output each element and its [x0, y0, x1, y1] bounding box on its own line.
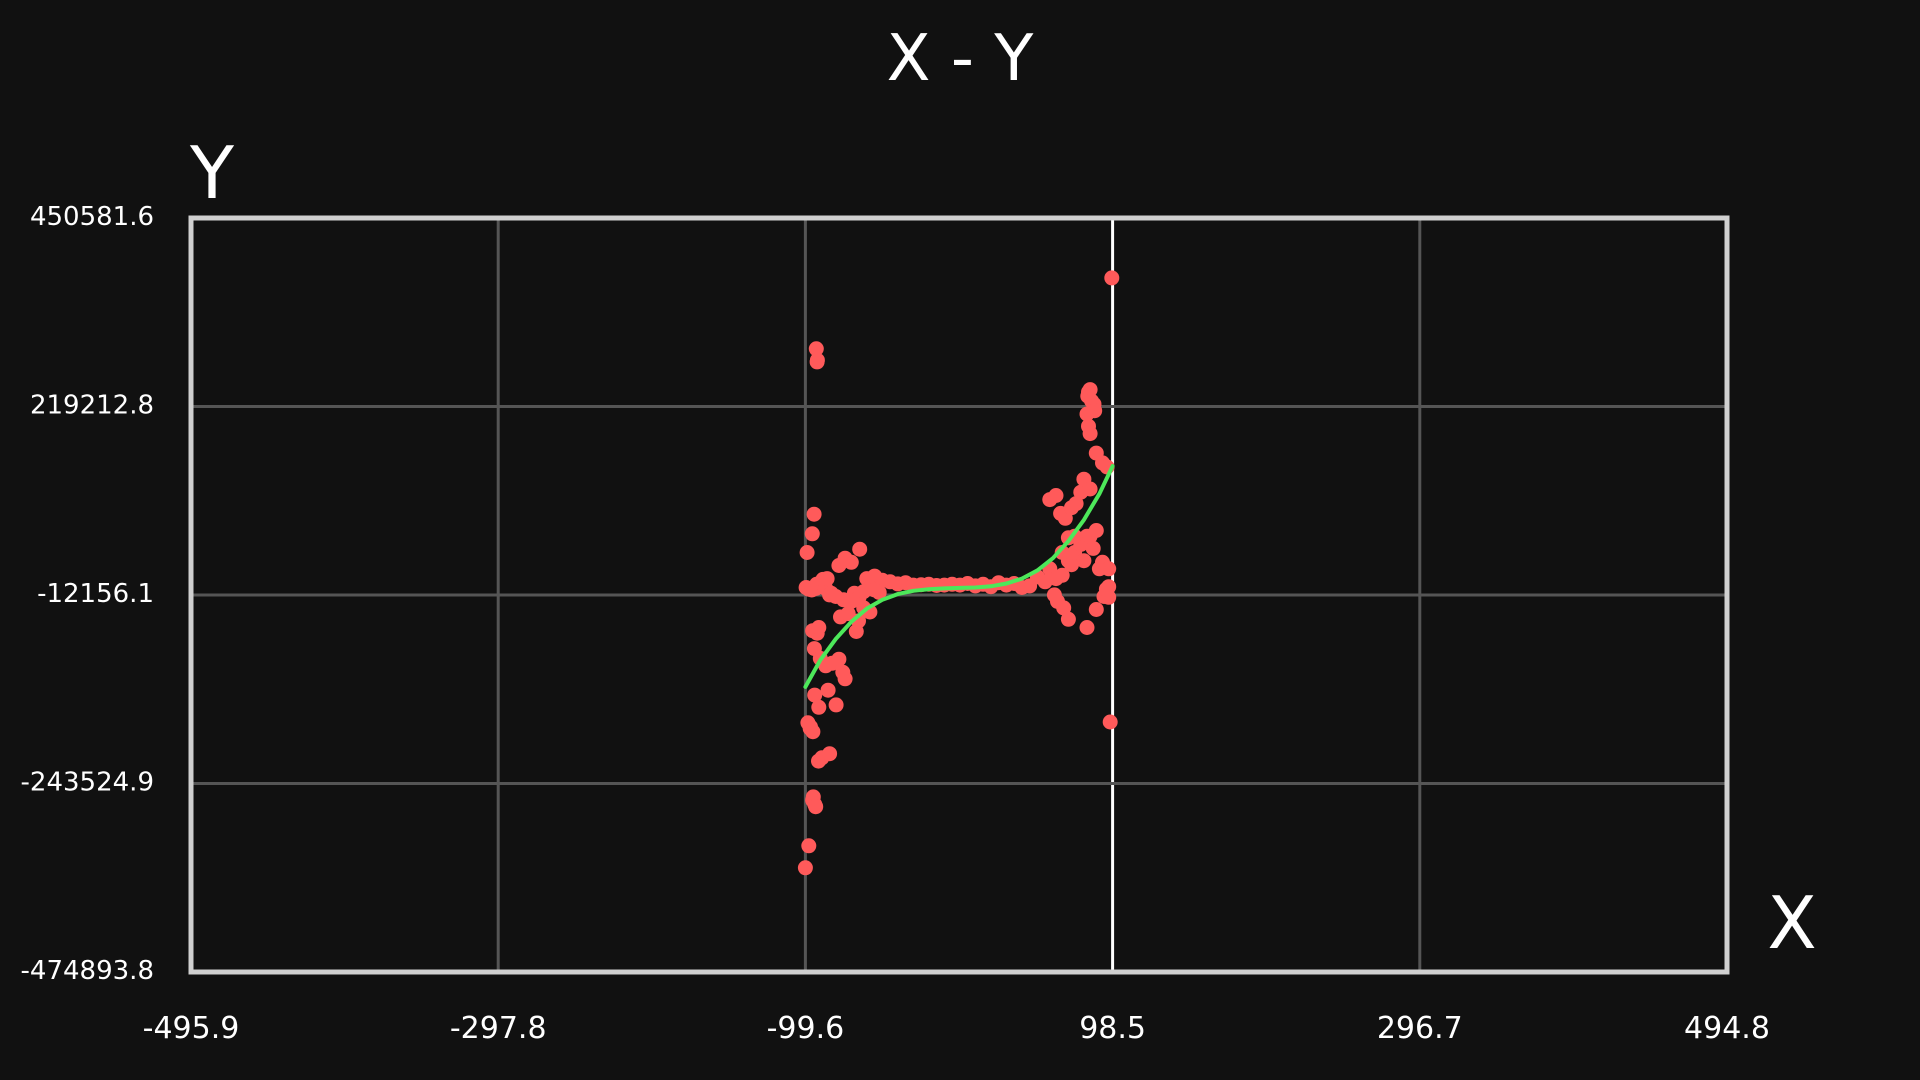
x-tick-label: 98.5 [1079, 1011, 1146, 1046]
data-point [1082, 382, 1098, 398]
y-tick-labels: 450581.6 219212.8 -12156.1 -243524.9 -474893… [21, 202, 154, 986]
data-point [1082, 481, 1098, 497]
data-point [1048, 488, 1064, 503]
fit-curve [803, 464, 1115, 689]
data-point [1104, 270, 1120, 286]
x-tick-label: 296.7 [1377, 1011, 1463, 1046]
x-tick-label: 494.8 [1684, 1011, 1770, 1046]
data-point [797, 860, 813, 876]
data-point [1054, 567, 1070, 583]
chart-title: X - Y [887, 22, 1035, 96]
y-tick-label: -474893.8 [21, 956, 154, 986]
data-point [803, 719, 818, 735]
data-point [831, 651, 847, 667]
y-tick-label: 219212.8 [30, 391, 154, 421]
x-tick-label: -495.9 [143, 1011, 240, 1046]
data-point [1060, 611, 1076, 627]
data-point [1088, 523, 1104, 538]
x-axis-label: X [1767, 881, 1816, 965]
plot-frame [188, 215, 1730, 975]
data-point [819, 571, 835, 587]
data-point [799, 545, 815, 560]
data-point [811, 699, 827, 715]
data-point [1068, 496, 1084, 512]
data-point [843, 554, 859, 570]
data-point [837, 671, 853, 687]
x-tick-label: -99.6 [767, 1011, 845, 1046]
data-point [820, 682, 836, 698]
y-axis-label: Y [189, 131, 235, 215]
data-point [807, 687, 823, 703]
y-tick-label: -12156.1 [37, 579, 154, 609]
data-point [808, 341, 824, 357]
data-point [1064, 557, 1079, 573]
data-point [871, 584, 887, 600]
data-point [852, 541, 868, 557]
data-point [1101, 589, 1117, 605]
data-point [1087, 403, 1103, 419]
y-tick-label: -243524.9 [21, 768, 154, 798]
data-point [1088, 602, 1104, 617]
data-point [1102, 714, 1118, 730]
x-tick-labels: -495.9 -297.8 -99.6 98.5 296.7 494.8 [143, 1011, 1770, 1046]
data-point [801, 838, 817, 854]
data-point [1081, 418, 1096, 434]
grid-lines [191, 218, 1727, 972]
data-point [811, 620, 827, 635]
x-tick-label: -297.8 [450, 1011, 547, 1046]
data-point [806, 506, 822, 522]
data-point [804, 526, 820, 542]
y-tick-label: 450581.6 [30, 202, 154, 232]
data-point [828, 589, 844, 604]
data-point [1101, 561, 1117, 577]
data-point [1054, 545, 1070, 560]
data-point [822, 746, 838, 762]
data-point [1079, 620, 1095, 635]
data-point [808, 799, 824, 815]
data-point [1085, 540, 1101, 556]
data-point [809, 354, 825, 370]
data-point [828, 697, 844, 713]
data-point [1056, 600, 1072, 616]
data-point [1076, 553, 1092, 569]
